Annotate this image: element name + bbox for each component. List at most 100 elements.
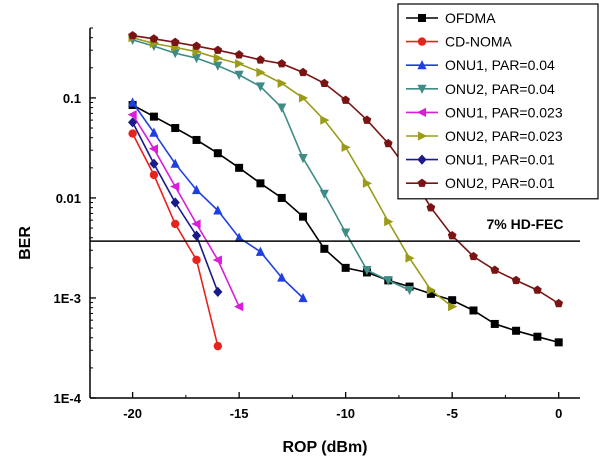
data-point bbox=[418, 14, 426, 22]
data-point bbox=[213, 61, 223, 71]
data-point bbox=[417, 154, 427, 165]
data-point bbox=[277, 103, 287, 113]
data-point bbox=[149, 34, 159, 43]
data-point bbox=[533, 332, 542, 341]
data-point bbox=[213, 286, 223, 298]
data-point bbox=[533, 285, 542, 294]
x-tick-label: -5 bbox=[446, 406, 458, 421]
data-point bbox=[298, 292, 308, 303]
data-point bbox=[277, 272, 287, 282]
x-tick-label: -15 bbox=[230, 406, 249, 421]
data-point bbox=[149, 127, 159, 137]
legend-box bbox=[397, 3, 599, 200]
data-point bbox=[512, 326, 521, 335]
x-tick-label: -10 bbox=[336, 406, 355, 421]
legend-entry: ONU1, PAR=0.023 bbox=[406, 104, 563, 120]
legend-entry: ONU2, PAR=0.04 bbox=[406, 81, 555, 97]
data-point bbox=[192, 255, 201, 265]
data-point bbox=[192, 135, 201, 144]
data-point bbox=[128, 129, 137, 138]
data-point bbox=[256, 67, 266, 77]
data-point bbox=[255, 82, 266, 92]
data-point bbox=[234, 50, 244, 59]
data-point bbox=[213, 149, 222, 158]
data-point bbox=[234, 301, 244, 312]
data-point bbox=[234, 70, 244, 80]
series-5 bbox=[127, 110, 244, 312]
data-point bbox=[213, 53, 223, 63]
legend-entry: ONU2, PAR=0.023 bbox=[406, 128, 563, 144]
data-point bbox=[127, 110, 137, 120]
data-point bbox=[191, 219, 201, 229]
data-point bbox=[298, 93, 309, 103]
data-point bbox=[191, 184, 202, 195]
data-point bbox=[298, 67, 308, 77]
series-3 bbox=[128, 97, 308, 303]
data-point bbox=[490, 319, 499, 328]
data-point bbox=[405, 253, 415, 263]
data-point bbox=[319, 189, 329, 199]
y-tick-label: 1E-3 bbox=[54, 291, 81, 306]
data-point bbox=[417, 37, 427, 46]
data-point bbox=[417, 131, 428, 141]
data-point bbox=[256, 179, 265, 188]
legend-label: CD-NOMA bbox=[445, 34, 513, 50]
data-point bbox=[426, 203, 436, 212]
data-point bbox=[277, 193, 286, 202]
series-line bbox=[131, 102, 304, 299]
data-point bbox=[213, 341, 223, 351]
y-tick-label: 0.01 bbox=[56, 191, 81, 206]
x-tick-label: 0 bbox=[555, 406, 562, 421]
data-point bbox=[299, 212, 308, 221]
hd-fec-label: 7% HD-FEC bbox=[486, 216, 563, 232]
series-line bbox=[131, 114, 240, 307]
data-point bbox=[448, 301, 458, 312]
data-point bbox=[511, 275, 521, 285]
data-point bbox=[149, 170, 159, 180]
data-point bbox=[171, 219, 180, 229]
data-point bbox=[212, 255, 222, 265]
legend-label: ONU2, PAR=0.01 bbox=[445, 175, 555, 191]
data-point bbox=[255, 246, 266, 256]
data-point bbox=[404, 285, 415, 296]
data-point bbox=[426, 285, 436, 295]
data-point bbox=[149, 112, 158, 121]
data-point bbox=[384, 217, 394, 227]
data-point bbox=[320, 115, 330, 125]
x-axis-title: ROP (dBm) bbox=[282, 439, 367, 456]
series-2 bbox=[128, 129, 223, 351]
data-point bbox=[191, 54, 202, 64]
data-point bbox=[148, 144, 159, 154]
legend-label: ONU2, PAR=0.04 bbox=[445, 81, 555, 97]
data-point bbox=[213, 45, 223, 54]
data-point bbox=[256, 55, 265, 64]
y-tick-label: 1E-4 bbox=[54, 391, 82, 406]
axis-ticks: -20 -15 -10 -5 0 1E-4 1E-3 0.01 0.1 bbox=[54, 27, 562, 421]
data-point bbox=[319, 78, 329, 88]
legend-entry: CD-NOMA bbox=[406, 34, 513, 50]
data-point bbox=[170, 49, 180, 59]
legend-entry: ONU2, PAR=0.01 bbox=[406, 175, 555, 191]
legend: OFDMA CD-NOMA ONU1, PAR=0.04 ONU2, PAR=0.04… bbox=[397, 3, 599, 200]
series-layer bbox=[127, 30, 564, 351]
data-point bbox=[362, 265, 372, 276]
data-point bbox=[362, 178, 373, 188]
data-point bbox=[234, 232, 244, 242]
data-point bbox=[128, 97, 138, 107]
data-point bbox=[277, 78, 287, 88]
data-point bbox=[417, 84, 427, 94]
data-point bbox=[170, 197, 180, 208]
legend-label: ONU1, PAR=0.023 bbox=[445, 104, 563, 120]
data-point bbox=[128, 30, 137, 40]
data-point bbox=[554, 298, 564, 308]
legend-label: ONU1, PAR=0.04 bbox=[445, 57, 555, 73]
legend-entry: OFDMA bbox=[406, 10, 496, 26]
data-point bbox=[416, 107, 427, 117]
data-point bbox=[490, 265, 500, 274]
data-point bbox=[362, 115, 372, 124]
reference-line-group: 7% HD-FEC bbox=[90, 216, 580, 242]
data-point bbox=[417, 178, 427, 187]
legend-entry: ONU1, PAR=0.01 bbox=[406, 152, 555, 168]
series-8 bbox=[128, 30, 564, 308]
